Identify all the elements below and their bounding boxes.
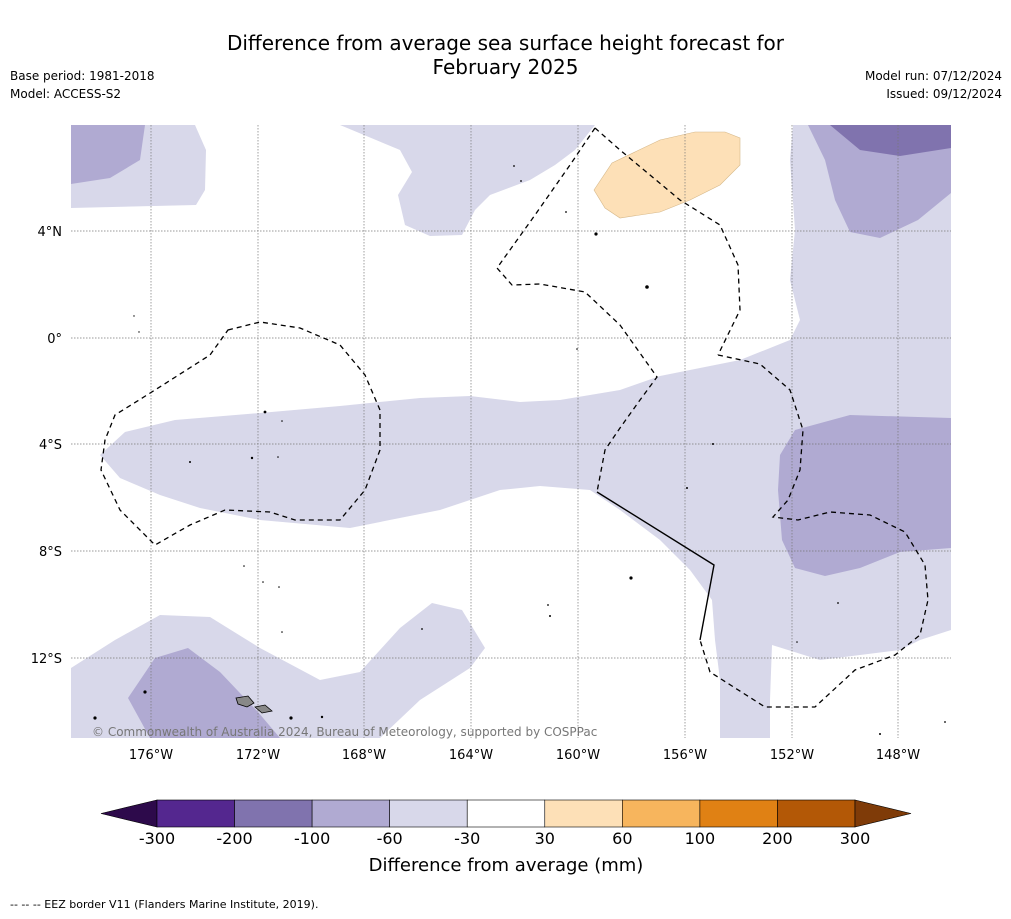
colorbar-extend-high [854, 799, 912, 828]
colorbar-svg: -300 -200 -100 -60 -30 30 60 100 200 300 Differen… [100, 799, 912, 876]
model-text: Model: ACCESS-S2 [10, 87, 122, 101]
region-ne-dark [830, 125, 951, 156]
colorbar-tick-label: 100 [685, 829, 716, 848]
eez-borders [100, 127, 929, 708]
lon-label: 172°W [236, 748, 280, 763]
land [235, 695, 273, 714]
colorbar-segment [234, 799, 313, 828]
colorbar-ticks: -300 -200 -100 -60 -30 30 60 100 200 300 [139, 829, 870, 848]
colorbar-tick-label: 30 [535, 829, 555, 848]
small-islands [93, 165, 946, 735]
map-svg: 176°W 172°W 168°W 164°W 160°W 156°W 152°… [31, 125, 951, 763]
eez-north-central [594, 127, 741, 356]
colorbar-segment [544, 799, 623, 828]
anomaly-minus-100-200 [830, 125, 951, 156]
lon-label: 156°W [663, 748, 707, 763]
colorbar-extend-low [100, 799, 158, 828]
colorbar-tick-label: 300 [840, 829, 871, 848]
lon-label: 164°W [449, 748, 493, 763]
lat-label: 4°N [38, 225, 63, 240]
eez-west [100, 321, 381, 546]
colorbar-segment [156, 799, 235, 828]
lat-label: 0° [47, 332, 62, 347]
anomaly-plus-30-60 [593, 131, 741, 219]
region-north-light [340, 125, 595, 236]
copyright-text: © Commonwealth of Australia 2024, Bureau… [92, 725, 597, 739]
colorbar-tick-label: -30 [454, 829, 480, 848]
lon-label: 152°W [770, 748, 814, 763]
island-savaii [254, 704, 273, 714]
lat-label: 12°S [31, 652, 62, 667]
region-north-peach [593, 131, 741, 219]
colorbar: -300 -200 -100 -60 -30 30 60 100 200 300 Differen… [0, 790, 1011, 890]
colorbar-segment [311, 799, 390, 828]
colorbar-tick-label: -100 [294, 829, 330, 848]
model-run-text: Model run: 07/12/2024 [864, 69, 1002, 83]
region-central-band [100, 125, 951, 738]
colorbar-segment [622, 799, 701, 828]
map-panel: 176°W 172°W 168°W 164°W 160°W 156°W 152°… [31, 125, 951, 763]
issued-text: Issued: 09/12/2024 [886, 87, 1002, 101]
title-line-2: February 2025 [432, 55, 579, 79]
colorbar-segments [100, 799, 912, 828]
gridlines [71, 125, 951, 738]
lon-label: 176°W [129, 748, 173, 763]
island-upolu [235, 695, 255, 708]
colorbar-tick-label: 60 [612, 829, 632, 848]
title-line-1: Difference from average sea surface heig… [226, 31, 785, 55]
colorbar-tick-label: -60 [377, 829, 403, 848]
lon-label: 148°W [876, 748, 920, 763]
colorbar-tick-label: -200 [216, 829, 252, 848]
map-title: Difference from average sea surface heig… [0, 31, 1011, 79]
base-period-text: Base period: 1981-2018 [10, 69, 155, 83]
colorbar-tick-label: -300 [139, 829, 175, 848]
colorbar-segment [777, 799, 856, 828]
eez-east [699, 354, 929, 708]
lat-label: 4°S [39, 438, 62, 453]
region-nw-medium [71, 125, 145, 184]
lat-labels: 4°N 0° 4°S 8°S 12°S [31, 225, 62, 667]
maritime-boundary [596, 491, 715, 641]
meta-right: Model run: 07/12/2024 Issued: 09/12/2024 [865, 67, 1002, 103]
lon-label: 168°W [342, 748, 386, 763]
lat-label: 8°S [39, 545, 62, 560]
colorbar-tick-label: 200 [762, 829, 793, 848]
colorbar-label: Difference from average (mm) [369, 855, 644, 876]
eez-central-west [496, 127, 658, 493]
colorbar-segment [389, 799, 468, 828]
lon-label: 160°W [556, 748, 600, 763]
map-area [71, 125, 951, 738]
meta-left: Base period: 1981-2018 Model: ACCESS-S2 [10, 67, 155, 103]
colorbar-segment [699, 799, 778, 828]
lon-labels: 176°W 172°W 168°W 164°W 160°W 156°W 152°… [129, 748, 920, 763]
eez-legend-note: -- -- -- EEZ border V11 (Flanders Marine… [10, 898, 319, 911]
colorbar-segment [466, 799, 546, 828]
region-sw-medium [128, 648, 280, 738]
